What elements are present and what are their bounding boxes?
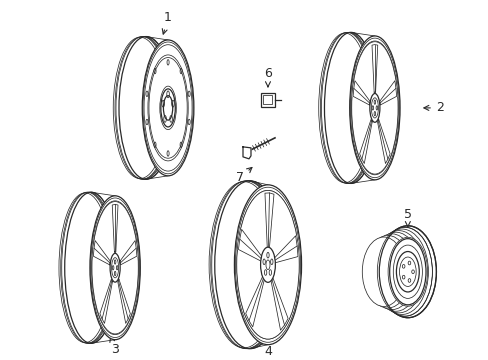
Ellipse shape: [212, 181, 283, 349]
Text: 1: 1: [162, 12, 172, 34]
Ellipse shape: [374, 229, 427, 315]
Polygon shape: [120, 240, 137, 265]
Text: 2: 2: [423, 102, 443, 114]
Ellipse shape: [234, 185, 301, 345]
Ellipse shape: [324, 32, 377, 184]
Polygon shape: [273, 236, 297, 263]
Polygon shape: [245, 274, 264, 327]
Polygon shape: [379, 81, 396, 105]
Ellipse shape: [372, 231, 424, 313]
Ellipse shape: [362, 237, 405, 306]
Ellipse shape: [142, 40, 193, 176]
Ellipse shape: [110, 253, 120, 282]
Ellipse shape: [367, 234, 415, 310]
Ellipse shape: [64, 192, 117, 343]
Ellipse shape: [92, 202, 138, 334]
Polygon shape: [100, 279, 112, 323]
Ellipse shape: [369, 94, 379, 122]
Text: 7: 7: [236, 167, 251, 184]
Polygon shape: [238, 229, 262, 262]
Ellipse shape: [214, 181, 285, 349]
Ellipse shape: [210, 181, 281, 349]
Polygon shape: [377, 120, 389, 163]
Ellipse shape: [322, 32, 375, 184]
Polygon shape: [359, 120, 371, 163]
Bar: [263, 95, 272, 104]
Ellipse shape: [377, 228, 431, 316]
Ellipse shape: [236, 190, 299, 339]
Ellipse shape: [379, 226, 435, 318]
Ellipse shape: [61, 192, 113, 343]
Ellipse shape: [365, 235, 409, 308]
Ellipse shape: [320, 32, 372, 184]
Text: 5: 5: [403, 208, 411, 227]
Text: 4: 4: [262, 339, 271, 358]
Polygon shape: [93, 240, 110, 265]
Polygon shape: [243, 147, 250, 159]
Polygon shape: [118, 279, 130, 323]
Ellipse shape: [160, 86, 176, 130]
Ellipse shape: [117, 37, 171, 179]
Text: 6: 6: [264, 67, 271, 87]
Ellipse shape: [115, 37, 169, 179]
Ellipse shape: [119, 37, 173, 179]
Ellipse shape: [370, 232, 420, 311]
Bar: [261, 93, 274, 107]
Ellipse shape: [387, 237, 427, 306]
Ellipse shape: [396, 252, 418, 292]
Polygon shape: [112, 204, 118, 252]
Ellipse shape: [62, 192, 115, 343]
Polygon shape: [264, 193, 273, 251]
Polygon shape: [352, 81, 369, 105]
Polygon shape: [270, 275, 287, 330]
Ellipse shape: [349, 36, 399, 180]
Ellipse shape: [265, 260, 269, 270]
Text: 3: 3: [110, 337, 119, 356]
Ellipse shape: [351, 42, 397, 174]
Ellipse shape: [90, 196, 140, 340]
Ellipse shape: [260, 247, 275, 282]
Polygon shape: [371, 45, 377, 92]
Ellipse shape: [148, 55, 188, 161]
Ellipse shape: [392, 245, 422, 298]
